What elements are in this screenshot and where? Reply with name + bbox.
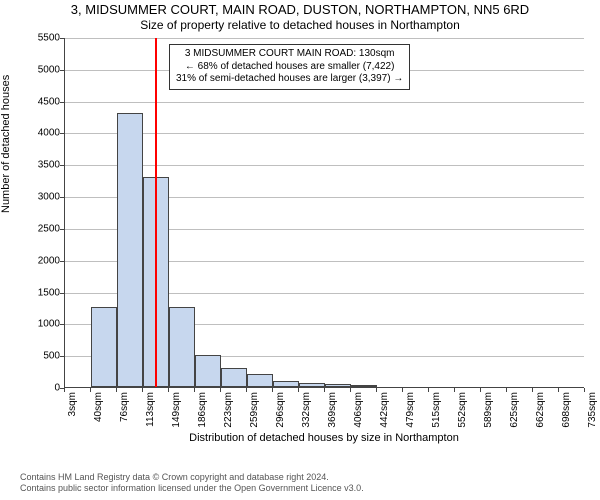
xtick-label: 589sqm <box>483 392 494 428</box>
xtick-label: 259sqm <box>249 392 260 428</box>
ytick-label: 2000 <box>20 255 60 266</box>
xtick-label: 113sqm <box>145 392 156 427</box>
bar <box>273 381 299 387</box>
xtick-mark <box>168 388 169 392</box>
xtick-label: 3sqm <box>67 392 78 416</box>
xtick-mark <box>532 388 533 392</box>
xtick-mark <box>194 388 195 392</box>
xtick-mark <box>220 388 221 392</box>
xtick-mark <box>350 388 351 392</box>
xtick-label: 76sqm <box>119 392 130 422</box>
bar <box>351 385 377 387</box>
bar <box>169 307 195 387</box>
xtick-label: 479sqm <box>405 392 416 428</box>
xtick-mark <box>298 388 299 392</box>
reference-line <box>155 38 157 387</box>
ytick-label: 5500 <box>20 33 60 44</box>
footer-line1: Contains HM Land Registry data © Crown c… <box>20 472 600 483</box>
annotation-line2: ← 68% of detached houses are smaller (7,… <box>176 61 403 74</box>
ytick-label: 1500 <box>20 287 60 298</box>
ytick-label: 500 <box>20 351 60 362</box>
bar <box>325 384 351 387</box>
ytick-label: 1000 <box>20 319 60 330</box>
bar <box>221 368 247 387</box>
xtick-mark <box>324 388 325 392</box>
annotation-line3: 31% of semi-detached houses are larger (… <box>176 73 403 86</box>
xtick-mark <box>272 388 273 392</box>
xtick-mark <box>376 388 377 392</box>
xtick-mark <box>454 388 455 392</box>
annotation-line1: 3 MIDSUMMER COURT MAIN ROAD: 130sqm <box>176 48 403 61</box>
chart-container: 3, MIDSUMMER COURT, MAIN ROAD, DUSTON, N… <box>0 0 600 500</box>
xtick-mark <box>116 388 117 392</box>
bar <box>299 383 325 387</box>
xtick-mark <box>90 388 91 392</box>
xtick-label: 552sqm <box>457 392 468 428</box>
annotation-box: 3 MIDSUMMER COURT MAIN ROAD: 130sqm ← 68… <box>169 44 410 90</box>
ytick-label: 0 <box>20 383 60 394</box>
footer: Contains HM Land Registry data © Crown c… <box>20 472 600 495</box>
ytick-label: 5000 <box>20 64 60 75</box>
xtick-label: 515sqm <box>431 392 442 428</box>
ytick-label: 3500 <box>20 160 60 171</box>
xtick-mark <box>142 388 143 392</box>
xtick-label: 406sqm <box>353 392 364 428</box>
xtick-label: 186sqm <box>197 392 208 428</box>
plot-area: 3 MIDSUMMER COURT MAIN ROAD: 130sqm ← 68… <box>64 38 584 388</box>
y-axis-label: Number of detached houses <box>0 75 12 213</box>
xtick-label: 40sqm <box>93 392 104 422</box>
xtick-mark <box>584 388 585 392</box>
xtick-mark <box>428 388 429 392</box>
chart-title-line2: Size of property relative to detached ho… <box>0 18 600 32</box>
xtick-label: 296sqm <box>275 392 286 428</box>
ytick-label: 3000 <box>20 192 60 203</box>
ytick-label: 2500 <box>20 223 60 234</box>
xtick-label: 332sqm <box>301 392 312 428</box>
chart-title-line1: 3, MIDSUMMER COURT, MAIN ROAD, DUSTON, N… <box>0 2 600 17</box>
xtick-mark <box>506 388 507 392</box>
xtick-label: 662sqm <box>535 392 546 428</box>
bar <box>91 307 117 387</box>
xtick-mark <box>558 388 559 392</box>
xtick-label: 698sqm <box>561 392 572 428</box>
ytick-label: 4000 <box>20 128 60 139</box>
xtick-mark <box>480 388 481 392</box>
bars <box>65 38 584 387</box>
xtick-label: 442sqm <box>379 392 390 428</box>
xtick-mark <box>246 388 247 392</box>
footer-line2: Contains public sector information licen… <box>20 483 600 494</box>
xtick-label: 735sqm <box>587 392 598 428</box>
bar <box>247 374 273 387</box>
xtick-label: 369sqm <box>327 392 338 428</box>
xtick-mark <box>64 388 65 392</box>
bar <box>117 113 143 387</box>
xtick-mark <box>402 388 403 392</box>
xtick-label: 149sqm <box>171 392 182 428</box>
x-axis-label: Distribution of detached houses by size … <box>64 432 584 444</box>
ytick-label: 4500 <box>20 96 60 107</box>
xtick-label: 625sqm <box>509 392 520 428</box>
xtick-label: 223sqm <box>223 392 234 428</box>
bar <box>195 355 221 387</box>
